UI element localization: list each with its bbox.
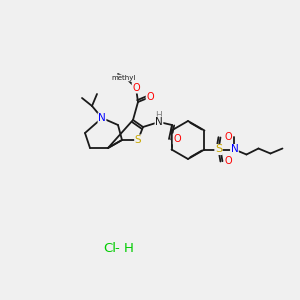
Text: N: N	[155, 117, 163, 127]
Text: O: O	[225, 157, 232, 166]
Text: Cl: Cl	[103, 242, 116, 254]
Text: N: N	[98, 113, 106, 123]
Text: - H: - H	[115, 242, 134, 254]
Text: methyl: methyl	[112, 75, 136, 81]
Text: O: O	[173, 134, 181, 144]
Text: O: O	[225, 133, 232, 142]
Text: H: H	[156, 112, 162, 121]
Text: S: S	[135, 135, 141, 145]
Text: O: O	[132, 83, 140, 93]
Text: N: N	[231, 145, 238, 154]
Text: S: S	[215, 145, 222, 154]
Text: O: O	[146, 92, 154, 102]
